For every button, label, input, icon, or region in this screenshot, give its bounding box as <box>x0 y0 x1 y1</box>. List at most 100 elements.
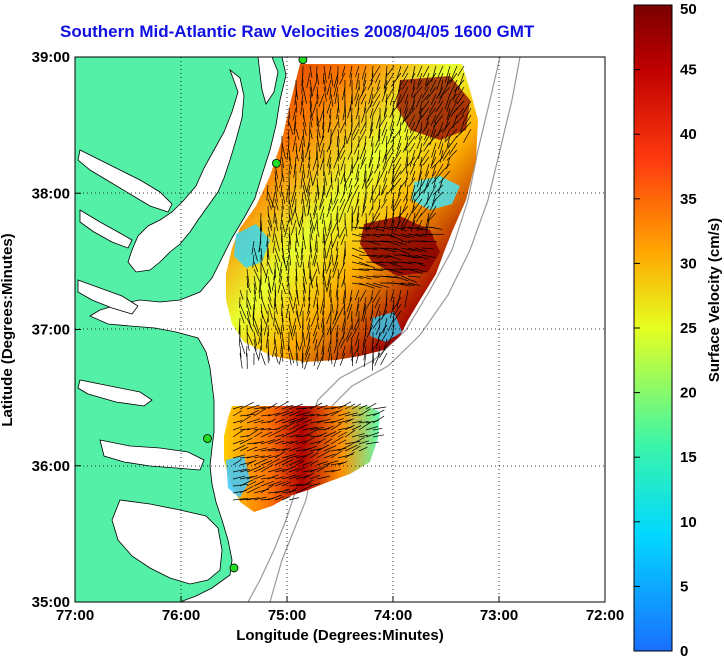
velocity-vector <box>232 410 242 417</box>
velocity-vector <box>314 233 318 251</box>
velocity-vector <box>410 65 416 84</box>
velocity-vector <box>381 198 388 209</box>
velocity-vector <box>316 461 328 466</box>
velocity-vector <box>446 72 451 86</box>
velocity-vector <box>371 289 381 304</box>
velocity-vector <box>326 149 332 167</box>
velocity-vector <box>314 338 318 351</box>
velocity-vector <box>326 79 332 96</box>
velocity-vector <box>350 338 353 354</box>
velocity-vector <box>365 432 380 438</box>
velocity-vector <box>401 79 409 90</box>
velocity-vector <box>422 156 430 166</box>
velocity-vector <box>312 170 318 186</box>
velocity-vector <box>302 461 313 466</box>
velocity-vector <box>274 496 285 501</box>
velocity-vector <box>354 86 360 101</box>
velocity-vector <box>253 261 259 273</box>
velocity-vector <box>302 121 307 136</box>
velocity-vector <box>323 406 336 410</box>
velocity-vector <box>330 430 342 438</box>
velocity-vector <box>316 135 321 153</box>
velocity-vector <box>342 324 346 340</box>
velocity-vector <box>281 496 291 501</box>
velocity-vector <box>239 446 249 452</box>
velocity-vector <box>326 142 332 153</box>
velocity-vector <box>274 261 276 278</box>
velocity-vector <box>299 156 304 173</box>
velocity-vector <box>260 289 263 301</box>
velocity-vector <box>306 324 311 340</box>
velocity-vector <box>295 282 299 299</box>
velocity-vector <box>433 107 444 123</box>
velocity-vector <box>372 177 381 194</box>
velocity-vector <box>437 121 444 137</box>
velocity-vector <box>323 79 327 92</box>
velocity-vector <box>413 184 423 198</box>
velocity-vector <box>416 65 423 78</box>
velocity-vector <box>400 282 415 286</box>
velocity-vector <box>313 352 318 366</box>
velocity-vector <box>362 310 367 323</box>
velocity-vector <box>326 275 332 291</box>
velocity-vector <box>380 163 388 179</box>
velocity-vector <box>353 198 360 215</box>
velocity-vector <box>337 461 348 466</box>
velocity-vector <box>323 421 336 424</box>
velocity-vector <box>323 177 326 196</box>
velocity-vector <box>306 317 311 330</box>
velocity-vector <box>430 114 437 126</box>
velocity-vector <box>355 72 360 90</box>
velocity-vector <box>355 303 360 317</box>
velocity-vector <box>288 345 295 364</box>
velocity-vector <box>376 79 381 91</box>
velocity-vector <box>396 65 402 80</box>
velocity-vector <box>314 191 318 203</box>
velocity-vector <box>400 275 417 283</box>
velocity-vector <box>288 289 293 301</box>
velocity-vector <box>356 205 360 222</box>
velocity-vector <box>309 114 313 128</box>
velocity-vector <box>295 128 300 141</box>
velocity-vector <box>232 454 246 459</box>
colorbar-tick-label: 45 <box>680 62 697 79</box>
velocity-vector <box>313 198 318 216</box>
velocity-vector <box>253 474 266 480</box>
velocity-vector <box>393 226 407 232</box>
x-tick-label: 75:00 <box>268 607 306 624</box>
velocity-vector <box>431 149 437 166</box>
velocity-vector <box>337 226 340 238</box>
velocity-vector <box>316 317 319 329</box>
velocity-vector <box>292 107 297 121</box>
velocity-vector <box>328 198 332 211</box>
velocity-vector <box>355 65 360 77</box>
velocity-vector <box>404 135 416 151</box>
velocity-vector <box>396 93 402 108</box>
velocity-vector <box>407 268 424 275</box>
velocity-vector <box>253 496 267 501</box>
velocity-vector <box>379 226 392 230</box>
velocity-vector <box>281 417 297 424</box>
velocity-vector <box>354 93 360 107</box>
velocity-vector <box>260 219 263 232</box>
velocity-vector <box>253 296 256 311</box>
velocity-vector <box>307 163 311 179</box>
velocity-vector <box>359 289 367 302</box>
velocity-vector <box>351 403 362 410</box>
velocity-vector <box>361 205 367 217</box>
velocity-vector <box>381 128 388 145</box>
velocity-vector <box>253 247 258 262</box>
velocity-vector <box>330 121 339 138</box>
velocity-vector <box>323 233 326 246</box>
velocity-vector <box>330 170 333 184</box>
velocity-vector <box>349 289 353 302</box>
velocity-vector <box>400 247 416 252</box>
velocity-vector <box>335 205 339 222</box>
velocity-vector <box>299 212 304 226</box>
velocity-vector <box>408 177 416 187</box>
velocity-vector <box>407 261 424 264</box>
velocity-vector <box>365 226 383 231</box>
velocity-vector <box>253 466 266 473</box>
albemarle-sound <box>99 439 205 471</box>
colorbar-tick-label: 15 <box>680 449 697 466</box>
